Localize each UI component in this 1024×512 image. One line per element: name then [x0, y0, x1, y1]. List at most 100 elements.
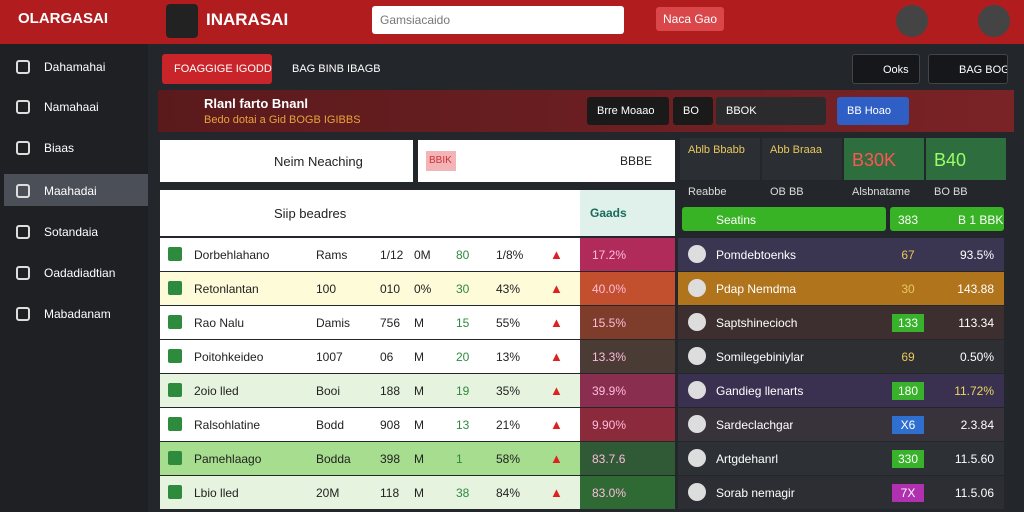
stat-card: [680, 138, 760, 180]
table-cell: Lbio lled: [194, 486, 239, 500]
table-cell: 58%: [496, 452, 521, 466]
sidebar-icon: [16, 60, 30, 74]
toolbar-button[interactable]: Ooks: [852, 54, 920, 84]
list-name: Pomdebtoenks: [716, 248, 797, 262]
table-cell: 43%: [496, 282, 521, 296]
sidebar-item[interactable]: Dahamahai: [44, 60, 106, 74]
banner-button[interactable]: BB Hoao: [837, 97, 909, 125]
stat-text: Ablb Bbabb: [688, 144, 745, 156]
table-cell: Booi: [316, 384, 341, 398]
table-cell: 1/8%: [496, 248, 524, 262]
search-input[interactable]: Gamsiacaido: [372, 6, 624, 34]
table-cell: M: [414, 350, 424, 364]
table-cell: 0%: [414, 282, 432, 296]
sidebar-icon: [16, 266, 30, 280]
sidebar-icon: [16, 141, 30, 155]
sidebar-item[interactable]: Namahaai: [44, 100, 99, 114]
toolbar-button[interactable]: BAG BOG: [928, 54, 1008, 84]
logo[interactable]: OLARGASAI: [18, 10, 108, 27]
warn-icon: ▲: [550, 485, 563, 500]
table-row: [160, 306, 580, 339]
sidebar-item[interactable]: Mabadanam: [44, 307, 111, 321]
table-cell: Retonlantan: [194, 282, 259, 296]
sidebar-icon: [16, 307, 30, 321]
table-row: [160, 238, 580, 271]
list-name: Somilegebiniylar: [716, 350, 805, 364]
panel-title: Neim Neaching: [274, 154, 363, 169]
table-cell: 908: [380, 418, 401, 432]
table-cell: Dorbehlahano: [194, 248, 270, 262]
list-value: X6: [892, 416, 924, 434]
table-cell: Damis: [316, 316, 351, 330]
pct-cell: 40.0%: [580, 272, 675, 305]
list-name: Gandieg llenarts: [716, 384, 804, 398]
list-icon: [688, 279, 706, 297]
sidebar-item[interactable]: Maahadai: [44, 184, 97, 198]
sidebar-item[interactable]: Oadadiadtian: [44, 266, 116, 280]
progress-bar: [682, 207, 886, 231]
list-pct: 113.34: [958, 316, 994, 330]
table-cell: Bodda: [316, 452, 351, 466]
sidebar-item[interactable]: Biaas: [44, 141, 75, 155]
list-icon: [688, 347, 706, 365]
toolbar-tab[interactable]: BAG BINB IBAGBS: [292, 63, 380, 75]
header-button[interactable]: Naca Gao: [656, 7, 724, 31]
list-row: [678, 238, 1004, 271]
list-pct: 2.3.84: [960, 418, 994, 432]
table-row: [160, 442, 580, 475]
subheader-title: Siip beadres: [274, 206, 347, 221]
banner-button[interactable]: Brre Moaao: [587, 97, 669, 125]
warn-icon: ▲: [550, 349, 563, 364]
list-name: Sorab nemagir: [716, 486, 795, 500]
table-cell: Rao Nalu: [194, 316, 245, 330]
table-cell: 188: [380, 384, 401, 398]
table-cell: 06: [380, 350, 394, 364]
warn-icon: ▲: [550, 451, 563, 466]
list-value: 330: [892, 450, 924, 468]
table-row: [160, 340, 580, 373]
banner-button[interactable]: BO: [673, 97, 713, 125]
table-cell: 55%: [496, 316, 521, 330]
list-value: 133: [892, 314, 924, 332]
search-tag[interactable]: BBIK: [426, 151, 456, 171]
list-value: 180: [892, 382, 924, 400]
stat-card: [762, 138, 842, 180]
list-value: 67: [901, 248, 915, 262]
bar-text: 383: [898, 213, 919, 227]
avatar[interactable]: [896, 5, 928, 37]
list-name: Artgdehanrl: [716, 452, 779, 466]
avatar[interactable]: [978, 5, 1010, 37]
table-cell: 398: [380, 452, 401, 466]
list-icon: [688, 245, 706, 263]
stat-text: B30K: [852, 150, 897, 170]
list-value: 30: [901, 282, 915, 296]
sidebar-item[interactable]: Sotandaia: [44, 225, 99, 239]
warn-icon: ▲: [550, 247, 563, 262]
table-cell: M: [414, 486, 424, 500]
row-badge: [168, 383, 182, 397]
list-name: Pdap Nemdma: [716, 282, 797, 296]
list-name: Sardeclachgar: [716, 418, 794, 432]
list-row: [678, 442, 1004, 475]
toolbar-tab[interactable]: FOAGGIGE IGODDN: [162, 54, 272, 84]
list-icon: [688, 313, 706, 331]
table-cell: 010: [380, 282, 401, 296]
stat-text: Reabbe: [688, 186, 727, 198]
list-row: [678, 340, 1004, 373]
table-cell: 15: [456, 316, 470, 330]
list-row: [678, 306, 1004, 339]
list-pct: 0.50%: [959, 350, 994, 364]
table-cell: 35%: [496, 384, 521, 398]
table-cell: 19: [456, 384, 470, 398]
table-cell: 13%: [496, 350, 521, 364]
list-pct: 93.5%: [959, 248, 994, 262]
banner-button[interactable]: BBOK: [716, 97, 826, 125]
table-cell: Bodd: [316, 418, 345, 432]
subheader-tag: Gaads: [580, 190, 675, 236]
list-pct: 11.5.06: [954, 486, 994, 500]
row-badge: [168, 281, 182, 295]
list-row: [678, 476, 1004, 509]
panel-search: [418, 140, 675, 182]
row-badge: [168, 417, 182, 431]
